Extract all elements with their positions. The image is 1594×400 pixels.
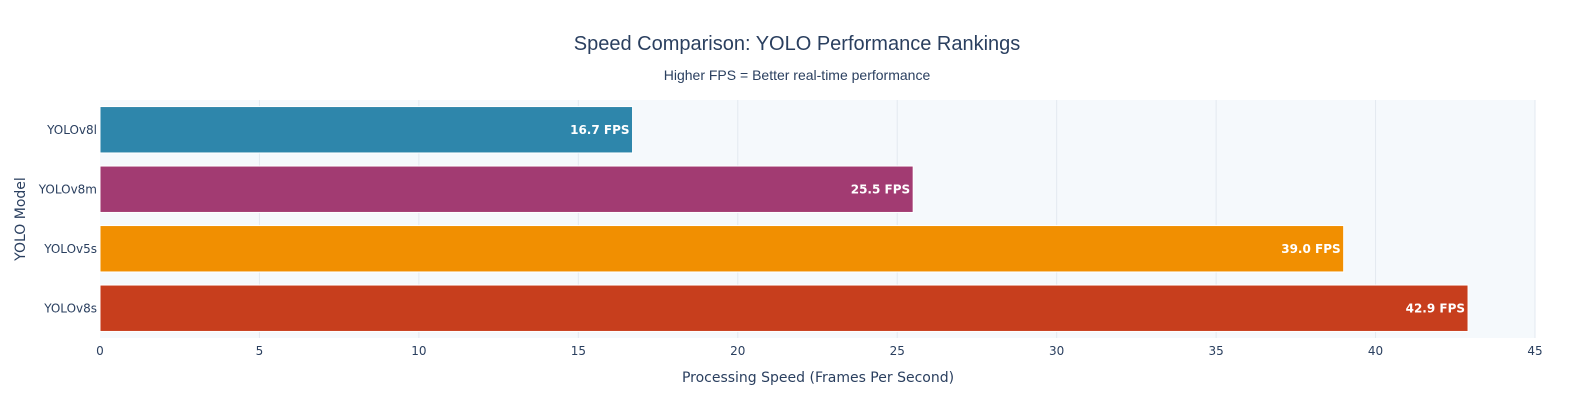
bar-data-label: 25.5 FPS [851,182,910,196]
bar-yolov8s [99,284,1469,332]
x-axis-title: Processing Speed (Frames Per Second) [682,370,954,386]
bar-data-label: 16.7 FPS [570,123,629,137]
x-tick-label: 15 [571,344,586,358]
y-axis-ticks: YOLOv8l YOLOv8m YOLOv5s YOLOv8s [38,123,97,316]
y-tick-label: YOLOv8m [38,182,97,196]
chart-subtitle: Higher FPS = Better real-time performanc… [664,67,931,83]
x-tick-label: 10 [411,344,426,358]
y-tick-label: YOLOv5s [43,242,97,256]
y-axis-title: YOLO Model [13,177,29,262]
x-tick-label: 35 [1208,344,1223,358]
bars [99,106,1469,332]
chart-title: Speed Comparison: YOLO Performance Ranki… [574,33,1021,55]
y-tick-label: YOLOv8s [43,301,97,315]
bar-yolov8m [99,165,914,213]
bar-data-label: 39.0 FPS [1281,242,1340,256]
x-axis-ticks: 0 5 10 15 20 25 30 35 40 45 [96,344,1542,358]
x-tick-label: 45 [1527,344,1542,358]
bar-yolov5s [99,225,1345,273]
x-tick-label: 30 [1049,344,1064,358]
bar-yolov8l [99,106,634,154]
x-tick-label: 20 [730,344,745,358]
y-tick-label: YOLOv8l [46,123,97,137]
bar-data-label: 42.9 FPS [1406,301,1465,315]
x-tick-label: 0 [96,344,104,358]
bar-labels: 16.7 FPS 25.5 FPS 39.0 FPS 42.9 FPS [570,123,1465,316]
x-tick-label: 25 [890,344,905,358]
x-tick-label: 40 [1368,344,1383,358]
x-tick-label: 5 [256,344,264,358]
